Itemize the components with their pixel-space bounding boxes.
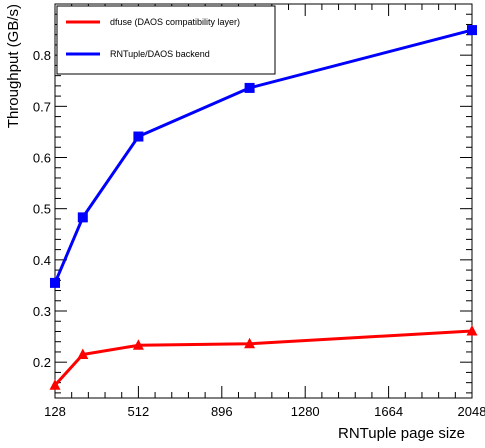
legend-box: [56, 5, 276, 75]
y-tick-label: 0.5: [33, 202, 51, 217]
data-point-square: [133, 131, 144, 142]
x-tick-label: 128: [44, 404, 66, 419]
y-tick-label: 0.7: [33, 99, 51, 114]
data-point-triangle: [77, 348, 89, 360]
x-tick-label: 512: [128, 404, 150, 419]
y-axis-title: Throughput (GB/s): [5, 4, 22, 128]
series-group: [49, 25, 478, 390]
x-tick-label: 1664: [374, 404, 403, 419]
series-line: [53, 329, 473, 387]
y-tick-label: 0.4: [33, 253, 51, 268]
data-point-triangle: [244, 337, 256, 349]
x-tick-label: 896: [211, 404, 233, 419]
x-tick-label: 1280: [291, 404, 320, 419]
x-tick-label: 2048: [458, 404, 485, 419]
legend-label: dfuse (DAOS compatibility layer): [110, 17, 240, 27]
data-point-triangle: [132, 339, 144, 350]
data-point-square: [244, 82, 255, 93]
y-tick-label: 0.3: [33, 304, 51, 319]
y-tick-label: 0.2: [33, 355, 51, 370]
data-point-triangle: [49, 379, 61, 390]
x-axis-title: RNTuple page size: [338, 425, 465, 442]
y-tick-label: 0.8: [33, 48, 51, 63]
data-point-square: [467, 25, 477, 36]
plot-frame: [54, 3, 473, 399]
y-tick-label: 0.6: [33, 151, 51, 166]
data-point-triangle: [466, 324, 478, 336]
data-point-square: [77, 212, 88, 223]
legend: dfuse (DAOS compatibility layer) RNTuple/…: [56, 5, 276, 75]
data-point-square: [50, 277, 60, 288]
legend-label: RNTuple/DAOS backend: [110, 49, 210, 59]
